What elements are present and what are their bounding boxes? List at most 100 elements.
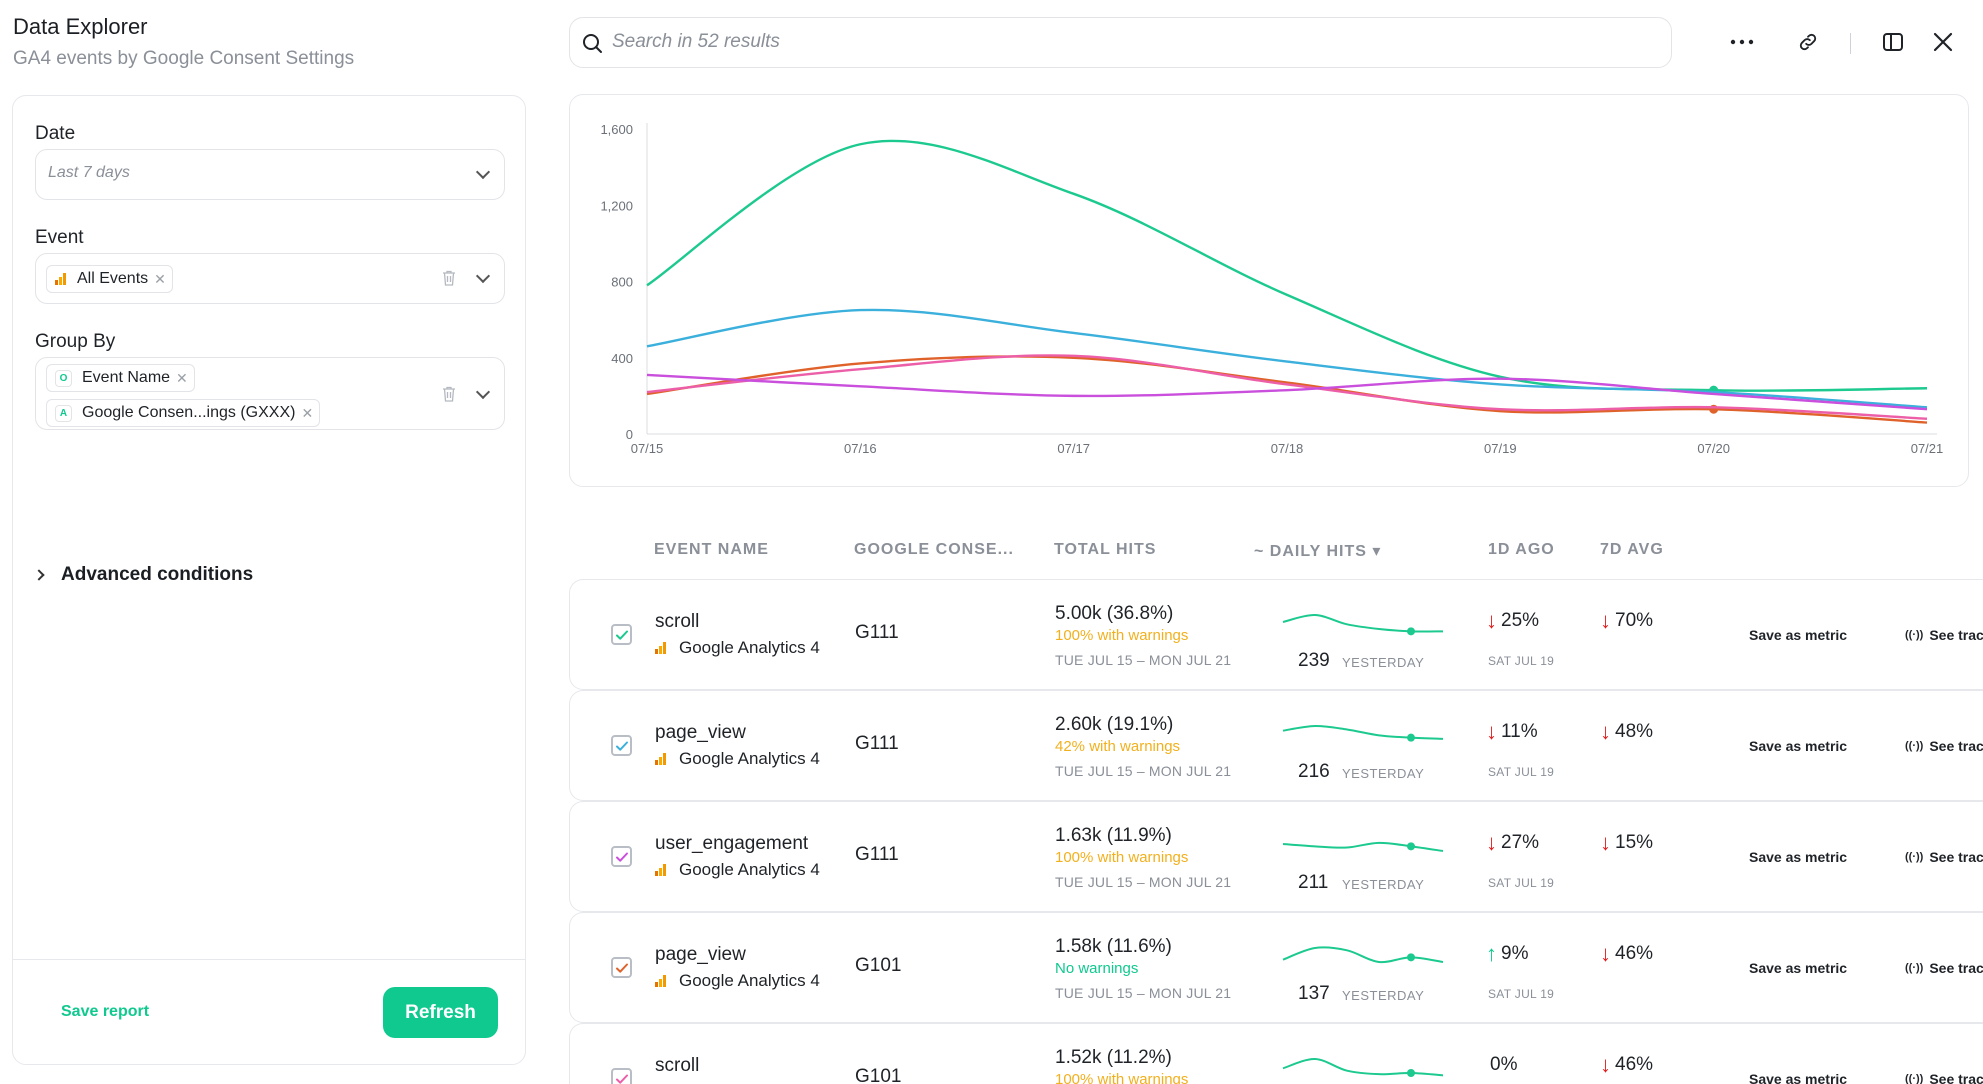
series-line[interactable] (646, 373, 1928, 411)
save-report-button[interactable]: Save report (61, 1003, 150, 1020)
event-name[interactable]: page_view (655, 722, 746, 743)
group-chip-badge: O (55, 369, 72, 387)
consent-value: G111 (855, 844, 899, 865)
warning-status[interactable]: 100% with warnings (1055, 849, 1189, 866)
warning-status[interactable]: 42% with warnings (1055, 738, 1181, 755)
chevron-down-icon[interactable] (475, 384, 491, 400)
save-as-metric-button[interactable]: Save as metric (1749, 1071, 1848, 1084)
see-track-label: See track (1929, 960, 1983, 976)
daily-hits-sparkline (1282, 724, 1444, 742)
column-header-total-hits[interactable]: TOTAL HITS (1054, 541, 1157, 558)
toggle-sidebar-button[interactable] (1877, 26, 1909, 58)
see-track-button[interactable]: ((·)) See track (1905, 1071, 1983, 1084)
broadcast-icon: ((·)) (1905, 740, 1924, 752)
yesterday-hits: 239 (1298, 650, 1330, 671)
series-line[interactable] (646, 139, 1928, 392)
see-track-button[interactable]: ((·)) See track (1905, 960, 1983, 976)
one-day-change: ↓ 11% (1486, 721, 1538, 743)
x-tick-label: 07/18 (1271, 441, 1304, 456)
remove-chip-icon[interactable]: ✕ (154, 270, 166, 287)
advanced-conditions-label: Advanced conditions (61, 564, 254, 585)
warning-status[interactable]: 100% with warnings (1055, 1071, 1189, 1084)
arrow-down-icon: ↓ (1486, 830, 1497, 855)
column-header-google-consent[interactable]: GOOGLE CONSE... (854, 541, 1014, 558)
save-as-metric-button[interactable]: Save as metric (1749, 849, 1848, 865)
remove-chip-icon[interactable]: ✕ (301, 404, 314, 421)
yesterday-label: YESTERDAY (1342, 766, 1425, 781)
sparkline-marker (1407, 733, 1415, 742)
event-name[interactable]: page_view (655, 944, 746, 965)
trash-icon[interactable] (442, 270, 456, 286)
column-header-1d-ago[interactable]: 1D AGO (1488, 541, 1555, 558)
event-name[interactable]: scroll (655, 1055, 700, 1076)
refresh-button[interactable]: Refresh (383, 987, 498, 1038)
column-header-7d-avg[interactable]: 7D AVG (1600, 541, 1664, 558)
table-row[interactable]: user_engagement Google Analytics 4 G111 … (569, 801, 1983, 912)
more-options-button[interactable] (1726, 26, 1758, 58)
copy-link-button[interactable] (1792, 26, 1824, 58)
see-track-button[interactable]: ((·)) See track (1905, 738, 1983, 754)
table-row[interactable]: scroll Google Analytics 4 G111 5.00k (36… (569, 579, 1983, 690)
event-name[interactable]: scroll (655, 611, 700, 632)
trash-icon[interactable] (442, 386, 456, 402)
table-row[interactable]: scroll Google Analytics 4 G101 1.52k (11… (569, 1023, 1983, 1084)
group-by-select[interactable]: O Event Name ✕ A Google Consen...ings (G… (35, 357, 505, 430)
see-track-button[interactable]: ((·)) See track (1905, 849, 1983, 865)
warning-status[interactable]: 100% with warnings (1055, 627, 1189, 644)
date-select[interactable]: Last 7 days (35, 149, 505, 200)
search-icon (583, 34, 602, 53)
search-input[interactable] (612, 31, 1612, 53)
remove-chip-icon[interactable]: ✕ (176, 369, 188, 386)
row-checkbox[interactable] (611, 957, 632, 978)
see-track-button[interactable]: ((·)) See track (1905, 627, 1983, 643)
event-select[interactable]: All Events ✕ (35, 253, 505, 304)
column-header-event-name[interactable]: EVENT NAME (654, 541, 769, 558)
table-row[interactable]: page_view Google Analytics 4 G101 1.58k … (569, 912, 1983, 1023)
event-source-label: Google Analytics 4 (679, 971, 820, 990)
consent-value: G101 (855, 955, 902, 976)
table-row[interactable]: page_view Google Analytics 4 G111 2.60k … (569, 690, 1983, 801)
arrow-down-icon: ↓ (1600, 608, 1611, 633)
row-checkbox[interactable] (611, 624, 632, 645)
chevron-down-icon[interactable] (475, 268, 491, 284)
one-day-change-value: 9% (1501, 943, 1529, 964)
filter-panel: Date Last 7 days Event All Events ✕ Grou… (12, 95, 526, 1065)
row-checkbox[interactable] (611, 1068, 632, 1084)
total-hits: 1.58k (11.6%) (1055, 936, 1172, 957)
warning-status[interactable]: No warnings (1055, 960, 1139, 977)
group-chip[interactable]: O Event Name ✕ (46, 364, 195, 392)
close-button[interactable] (1927, 26, 1959, 58)
save-as-metric-button[interactable]: Save as metric (1749, 627, 1848, 643)
row-checkbox[interactable] (611, 735, 632, 756)
y-tick-label: 1,200 (600, 198, 633, 213)
row-checkbox[interactable] (611, 846, 632, 867)
chart-card: 0 400 800 1,200 1,600 07/15 07/16 07/17 07/18 07/… (569, 94, 1969, 487)
y-tick-label: 1,600 (600, 122, 633, 137)
seven-day-avg: ↓ 46% (1600, 1054, 1653, 1076)
seven-day-avg-value: 48% (1615, 721, 1654, 742)
google-analytics-icon (55, 273, 67, 285)
checkmark-icon (615, 852, 628, 862)
consent-value: G111 (855, 733, 899, 754)
series-line[interactable] (646, 354, 1928, 420)
one-day-change: 0% (1486, 1054, 1517, 1076)
save-as-metric-button[interactable]: Save as metric (1749, 960, 1848, 976)
group-chip[interactable]: A Google Consen...ings (GXXX) ✕ (46, 399, 321, 427)
one-day-change-value: 25% (1501, 610, 1540, 631)
series-line[interactable] (646, 308, 1928, 409)
seven-day-avg-value: 15% (1615, 832, 1654, 853)
x-tick-label: 07/20 (1697, 441, 1730, 456)
event-chip[interactable]: All Events ✕ (46, 265, 173, 293)
event-name[interactable]: user_engagement (655, 833, 809, 854)
one-day-date: SAT JUL 19 (1488, 765, 1555, 779)
seven-day-avg-value: 46% (1615, 1054, 1654, 1075)
advanced-conditions-toggle[interactable]: Advanced conditions (33, 564, 254, 586)
yesterday-label: YESTERDAY (1342, 988, 1425, 1003)
sparkline-marker (1407, 842, 1415, 851)
close-icon (1933, 32, 1953, 52)
seven-day-avg: ↓ 70% (1600, 610, 1653, 632)
search-bar[interactable] (569, 17, 1672, 68)
see-track-label: See track (1929, 1071, 1983, 1084)
save-as-metric-button[interactable]: Save as metric (1749, 738, 1848, 754)
column-header-daily-hits[interactable]: ~ DAILY HITS ▾ (1254, 541, 1381, 561)
